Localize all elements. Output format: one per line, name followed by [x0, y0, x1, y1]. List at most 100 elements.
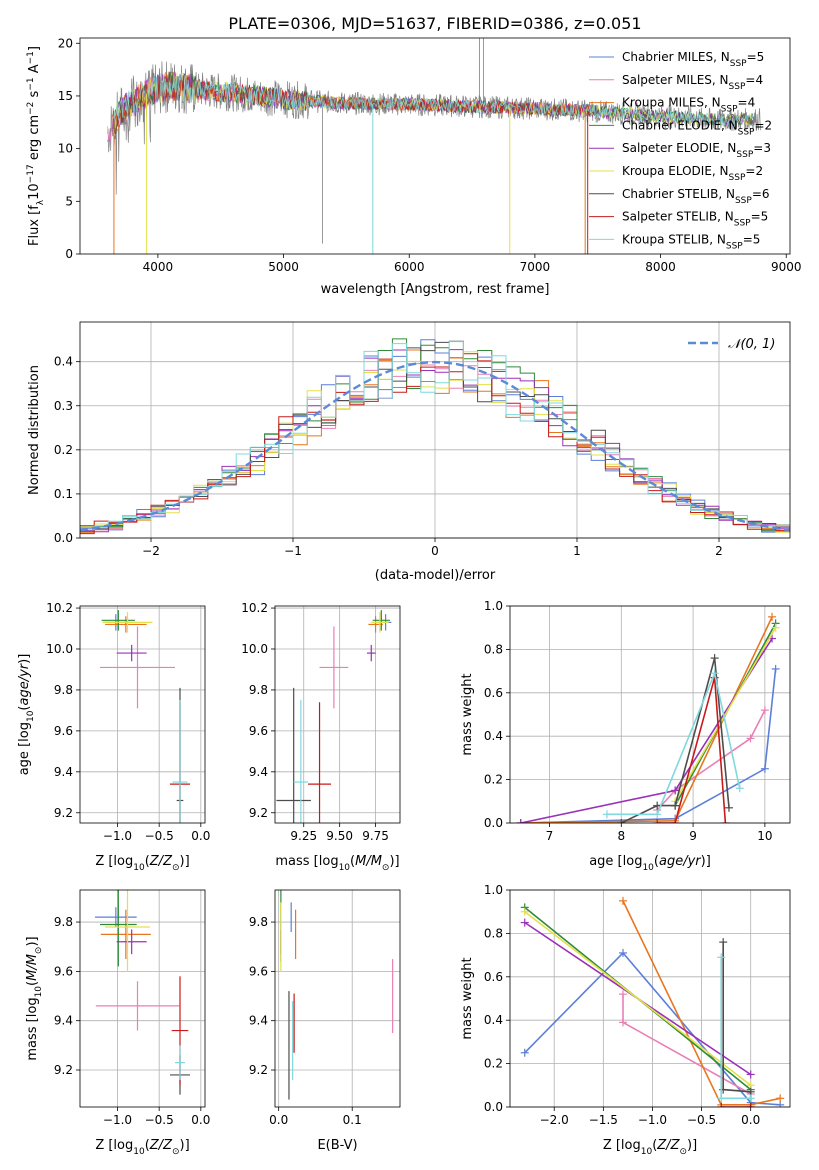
legend-entry-label-part: Chabrier ELODIE, N: [622, 118, 738, 132]
x-tick-label: 8000: [645, 260, 676, 274]
x-axis-label-part: )]: [180, 854, 190, 869]
x-axis-label: wavelength [Angstrom, rest frame]: [321, 282, 550, 297]
y-tick-label: 1.0: [484, 883, 503, 897]
legend-entry-label-part: =2: [745, 164, 763, 178]
x-tick-label: −2.0: [540, 1113, 569, 1127]
y-axis-label-part: ]: [27, 46, 42, 51]
y-tick-label: 10.0: [241, 642, 268, 656]
legend-entry-label: Chabrier STELIB, NSSP=6: [622, 187, 770, 206]
legend-entry-label-part: SSP: [736, 150, 753, 160]
x-axis-label-part: )]: [687, 1138, 697, 1153]
y-axis-label-part: mass [log: [25, 997, 40, 1060]
legend-entry-label-part: =3: [753, 141, 771, 155]
x-tick-label: 5000: [268, 260, 299, 274]
y-tick-label: 10: [58, 142, 73, 156]
legend-entry-label-part: Chabrier STELIB, N: [622, 187, 735, 201]
x-axis-label-part: ⊙: [172, 863, 180, 873]
panels-layer: 4000 5000 6000 7000 8000 900005101520waveleng…: [17, 36, 802, 1157]
axes-frame: [509, 889, 791, 1108]
x-axis-label: E(B-V): [317, 1138, 357, 1153]
legend-entry-label-part: SSP: [735, 196, 752, 206]
x-tick-label: 9.50: [326, 829, 353, 843]
x-tick-label: −1: [284, 544, 302, 558]
y-axis-label-part: (: [25, 981, 40, 986]
y-tick-label: 0: [65, 247, 73, 261]
x-axis-label: Z [log10(Z/Z⊙)]: [95, 1138, 189, 1157]
legend-entry-label: Salpeter ELODIE, NSSP=3: [622, 141, 771, 160]
x-tick-label: −1.0: [103, 829, 132, 843]
legend-entry-label-part: SSP: [734, 219, 751, 229]
x-tick-label: 8: [617, 829, 625, 843]
panel-age-vs-Z: −1.0 −0.5 0.09.29.49.69.810.010.2Z [log10(…: [17, 601, 210, 873]
y-tick-label: 0.2: [484, 1057, 503, 1071]
x-tick-label: 2: [715, 544, 723, 558]
y-tick-label: 0.8: [484, 642, 503, 656]
y-axis-label-part: )]: [17, 654, 32, 664]
legend-entry-label-part: =5: [743, 232, 761, 246]
panel-residuals: −2 −1 0 1 2 0.0 0.1 0.2 0.3 0.4 𝒩(0, 1) (data-model…: [27, 321, 791, 583]
y-tick-label: 9.8: [249, 683, 268, 697]
y-axis-label-part: A: [27, 64, 42, 77]
legend-entry-label-part: =5: [747, 50, 765, 64]
y-axis-label-part: 10: [27, 183, 42, 200]
x-axis-label-part: 10: [641, 1147, 653, 1157]
x-axis-label-part: Z [log: [603, 1138, 641, 1153]
y-axis-label-part: λ: [36, 199, 46, 205]
y-tick-label: 9.4: [249, 1014, 268, 1028]
panel-spectrum: 4000 5000 6000 7000 8000 9000 0 5 10 15 20 waveleng…: [26, 36, 802, 297]
x-axis-label-part: Z [log: [95, 854, 133, 869]
plot-area-residuals: [80, 338, 790, 535]
x-tick-label: 0.1: [343, 1113, 362, 1127]
y-axis-label: age [log10(age/yr)]: [17, 654, 36, 776]
legend-entry-label-part: SSP: [730, 59, 747, 69]
legend-entry-label-part: Salpeter MILES, N: [622, 73, 729, 87]
legend-entry-label: Salpeter MILES, NSSP=4: [622, 73, 763, 92]
x-axis-label-part: Z [log: [95, 1138, 133, 1153]
y-axis-label-part: (: [17, 706, 32, 711]
weight-series-line: [520, 668, 777, 823]
x-axis-label: mass [log10(M/M⊙)]: [275, 854, 399, 873]
y-axis-label-part: 10: [34, 986, 44, 998]
x-tick-label: 7: [546, 829, 554, 843]
x-axis-label-part: Z/Z: [149, 854, 173, 869]
y-tick-label: 9.6: [249, 724, 268, 738]
y-tick-label: 5: [65, 194, 73, 208]
x-axis-label-part: M/M: [355, 854, 382, 869]
x-axis-label-part: 10: [133, 1147, 145, 1157]
legend-entry-label-part: Kroupa ELODIE, N: [622, 164, 729, 178]
figure-title: PLATE=0306, MJD=51637, FIBERID=0386, z=0…: [228, 14, 641, 33]
x-tick-label: 0.0: [191, 1113, 210, 1127]
x-axis-label-part: 10: [642, 863, 654, 873]
x-axis-label: age [log10(age/yr)]: [589, 854, 711, 873]
y-tick-label: 0.2: [484, 773, 503, 787]
legend-entry-label-part: =6: [752, 187, 770, 201]
x-axis-label-part: mass [log: [275, 854, 338, 869]
legend-entry-label-part: =2: [754, 118, 772, 132]
axes-frame: [274, 605, 401, 824]
y-tick-label: 0.3: [54, 399, 73, 413]
y-tick-label: 9.4: [54, 1014, 73, 1028]
weight-series-line: [656, 709, 766, 811]
y-tick-label: 10.2: [241, 601, 268, 615]
y-axis-label-part: −1: [26, 77, 36, 90]
legend-entry-label-part: SSP: [729, 82, 746, 92]
y-axis-label: Normed distribution: [27, 365, 42, 495]
x-axis-label-part: (: [654, 854, 659, 869]
x-tick-label: 4000: [143, 260, 174, 274]
legend-entry-label-part: Salpeter ELODIE, N: [622, 141, 736, 155]
y-tick-label: 0.2: [54, 443, 73, 457]
y-tick-label: 10.0: [46, 642, 73, 656]
x-axis-label-part: )]: [701, 854, 711, 869]
legend-entry-label: Chabrier ELODIE, NSSP=2: [622, 118, 772, 137]
legend-entry-label: Chabrier MILES, NSSP=5: [622, 50, 764, 69]
y-tick-label: 0.4: [54, 355, 73, 369]
plot-area-spectrum: [107, 38, 762, 254]
weight-series-line: [674, 627, 777, 802]
x-tick-label: 9.25: [290, 829, 317, 843]
panel-age-vs-mass: 9.25 9.50 9.75 9.2 9.4 9.6 9.8 10.0 10.2 mass [lo…: [241, 601, 401, 873]
weight-series-line: [606, 670, 741, 816]
y-tick-label: 0.6: [484, 970, 503, 984]
legend-entry-label: Kroupa MILES, NSSP=4: [622, 96, 755, 115]
